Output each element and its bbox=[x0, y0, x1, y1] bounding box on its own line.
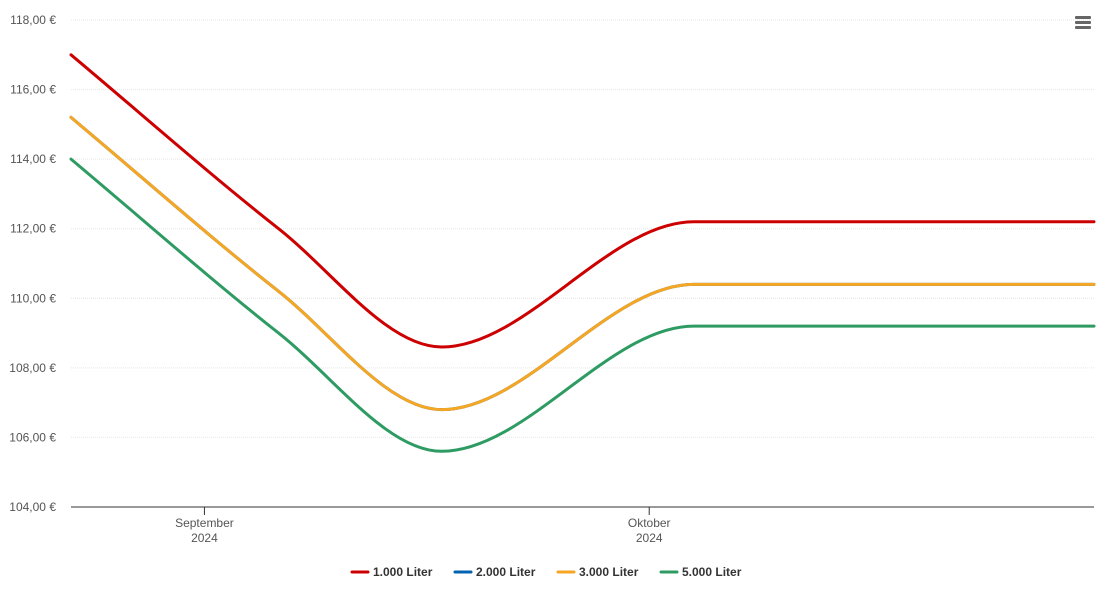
series-line-2[interactable] bbox=[69, 115, 1096, 412]
y-tick-label: 112,00 € bbox=[10, 222, 56, 236]
series-line-1[interactable] bbox=[69, 53, 1096, 349]
legend-item[interactable]: 2.000 Liter bbox=[453, 565, 536, 579]
series-lines bbox=[69, 53, 1096, 453]
y-axis: 104,00 € 106,00 € 108,00 € 110,00 € 112,00 €… bbox=[9, 13, 56, 514]
y-tick-label: 110,00 € bbox=[10, 291, 56, 305]
legend-item[interactable]: 1.000 Liter bbox=[350, 565, 433, 579]
legend-label: 2.000 Liter bbox=[476, 565, 536, 579]
series-line-4[interactable] bbox=[69, 157, 1096, 453]
legend-label: 5.000 Liter bbox=[682, 565, 742, 579]
hamburger-menu-icon[interactable] bbox=[1070, 10, 1096, 34]
y-tick-label: 106,00 € bbox=[9, 430, 56, 444]
y-tick-label: 108,00 € bbox=[9, 361, 56, 375]
x-tick-label-year: 2024 bbox=[636, 531, 663, 545]
menu-bar bbox=[1075, 21, 1091, 24]
menu-bar bbox=[1075, 26, 1091, 29]
series-line-3[interactable] bbox=[69, 115, 1096, 412]
y-tick-label: 114,00 € bbox=[10, 152, 56, 166]
legend-label: 3.000 Liter bbox=[579, 565, 639, 579]
y-tick-label: 104,00 € bbox=[9, 500, 56, 514]
x-tick-label-year: 2024 bbox=[191, 531, 218, 545]
menu-bar bbox=[1075, 16, 1091, 19]
y-tick-label: 116,00 € bbox=[10, 83, 56, 97]
legend-label: 1.000 Liter bbox=[373, 565, 433, 579]
legend-item[interactable]: 3.000 Liter bbox=[556, 565, 639, 579]
legend: 1.000 Liter 2.000 Liter 3.000 Liter 5.000 L… bbox=[350, 565, 742, 579]
x-tick-label-month: Oktober bbox=[628, 516, 671, 530]
x-tick-label-month: September bbox=[175, 516, 234, 530]
y-tick-label: 118,00 € bbox=[10, 13, 56, 27]
legend-item[interactable]: 5.000 Liter bbox=[659, 565, 742, 579]
grid-lines bbox=[71, 19, 1094, 438]
